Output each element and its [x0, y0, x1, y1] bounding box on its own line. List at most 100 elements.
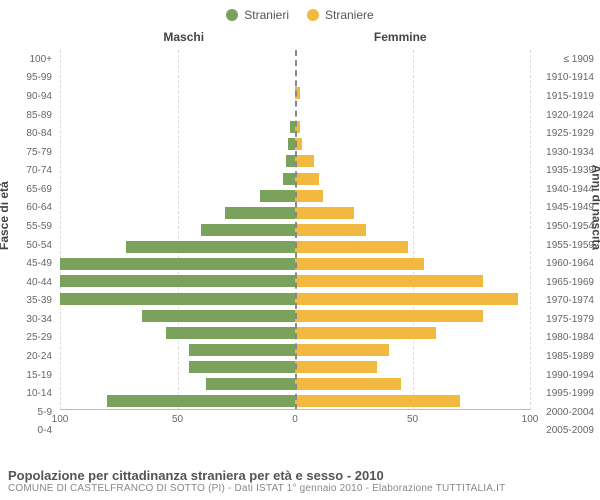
birth-band-label: 1945-1949: [532, 199, 594, 218]
bar-row: [295, 67, 530, 84]
y-axis-right-title: Anni di nascita: [589, 165, 600, 250]
birth-band-label: 1910-1914: [532, 69, 594, 88]
female-bar: [295, 173, 319, 185]
legend-item-male: Stranieri: [226, 8, 289, 22]
female-bar: [295, 258, 424, 270]
male-bar: [283, 173, 295, 185]
chart-subtitle: COMUNE DI CASTELFRANCO DI SOTTO (PI) - D…: [8, 483, 592, 494]
bar-row: [60, 341, 295, 358]
birth-band-label: 1960-1964: [532, 254, 594, 273]
age-band-label: 40-44: [6, 273, 56, 292]
age-band-label: 45-49: [6, 254, 56, 273]
bar-row: [295, 273, 530, 290]
male-bar: [166, 327, 295, 339]
male-bar: [126, 241, 295, 253]
male-bar: [189, 344, 295, 356]
age-band-label: 10-14: [6, 384, 56, 403]
male-bar: [286, 155, 295, 167]
y-axis-left-title: Fasce di età: [0, 181, 11, 250]
bar-row: [60, 153, 295, 170]
column-header-male: Maschi: [163, 30, 204, 44]
female-bar: [295, 241, 408, 253]
bar-row: [60, 359, 295, 376]
age-band-label: 50-54: [6, 236, 56, 255]
bar-row: [295, 239, 530, 256]
bar-row: [295, 307, 530, 324]
female-bar: [295, 395, 460, 407]
bar-row: [295, 324, 530, 341]
female-bar: [295, 361, 377, 373]
age-band-label: 35-39: [6, 292, 56, 311]
male-half: [60, 50, 295, 410]
bar-row: [60, 239, 295, 256]
y-axis-right-labels: ≤ 19091910-19141915-19191920-19241925-19…: [532, 50, 594, 440]
bar-row: [60, 119, 295, 136]
center-divider: [295, 50, 297, 410]
age-band-label: 75-79: [6, 143, 56, 162]
birth-band-label: 1975-1979: [532, 310, 594, 329]
vertical-gridline: [530, 50, 531, 410]
bar-row: [60, 256, 295, 273]
age-band-label: 95-99: [6, 69, 56, 88]
bar-row: [295, 341, 530, 358]
age-band-label: 30-34: [6, 310, 56, 329]
birth-band-label: 1940-1944: [532, 180, 594, 199]
bar-row: [295, 170, 530, 187]
age-band-label: 55-59: [6, 217, 56, 236]
x-tick-label: 50: [172, 414, 183, 425]
male-bar: [288, 138, 295, 150]
birth-band-label: 1990-1994: [532, 366, 594, 385]
birth-band-label: 1995-1999: [532, 384, 594, 403]
age-band-label: 65-69: [6, 180, 56, 199]
chart-title: Popolazione per cittadinanza straniera p…: [8, 468, 592, 483]
bar-row: [295, 119, 530, 136]
bar-row: [60, 187, 295, 204]
female-bar: [295, 310, 483, 322]
bar-row: [295, 393, 530, 410]
birth-band-label: 1925-1929: [532, 124, 594, 143]
bar-row: [60, 393, 295, 410]
birth-band-label: 1915-1919: [532, 87, 594, 106]
birth-band-label: 1930-1934: [532, 143, 594, 162]
male-bar: [201, 224, 295, 236]
bar-row: [60, 307, 295, 324]
legend: Stranieri Straniere: [0, 0, 600, 22]
female-bar: [295, 293, 518, 305]
x-tick-label: 100: [52, 414, 69, 425]
bar-row: [295, 376, 530, 393]
bar-row: [295, 187, 530, 204]
legend-swatch-female: [307, 9, 319, 21]
birth-band-label: 1935-1939: [532, 161, 594, 180]
age-band-label: 20-24: [6, 347, 56, 366]
male-bar: [142, 310, 295, 322]
bar-row: [295, 84, 530, 101]
bar-row: [60, 136, 295, 153]
male-bar: [60, 293, 295, 305]
birth-band-label: ≤ 1909: [532, 50, 594, 69]
male-bar: [60, 275, 295, 287]
bar-row: [295, 256, 530, 273]
legend-label-female: Straniere: [325, 8, 374, 22]
column-header-female: Femmine: [374, 30, 427, 44]
female-half: [295, 50, 530, 410]
bar-row: [295, 359, 530, 376]
birth-band-label: 1985-1989: [532, 347, 594, 366]
legend-swatch-male: [226, 9, 238, 21]
bar-row: [60, 221, 295, 238]
bar-row: [295, 204, 530, 221]
bar-row: [60, 273, 295, 290]
birth-band-label: 1980-1984: [532, 329, 594, 348]
age-band-label: 85-89: [6, 106, 56, 125]
age-band-label: 25-29: [6, 329, 56, 348]
age-band-label: 100+: [6, 50, 56, 69]
bar-row: [295, 136, 530, 153]
female-bar: [295, 344, 389, 356]
bar-row: [60, 376, 295, 393]
female-bar: [295, 275, 483, 287]
female-bar: [295, 378, 401, 390]
x-baseline: [60, 409, 530, 410]
bar-row: [60, 101, 295, 118]
age-band-label: 5-9: [6, 403, 56, 422]
chart-footer: Popolazione per cittadinanza straniera p…: [8, 468, 592, 494]
birth-band-label: 1950-1954: [532, 217, 594, 236]
